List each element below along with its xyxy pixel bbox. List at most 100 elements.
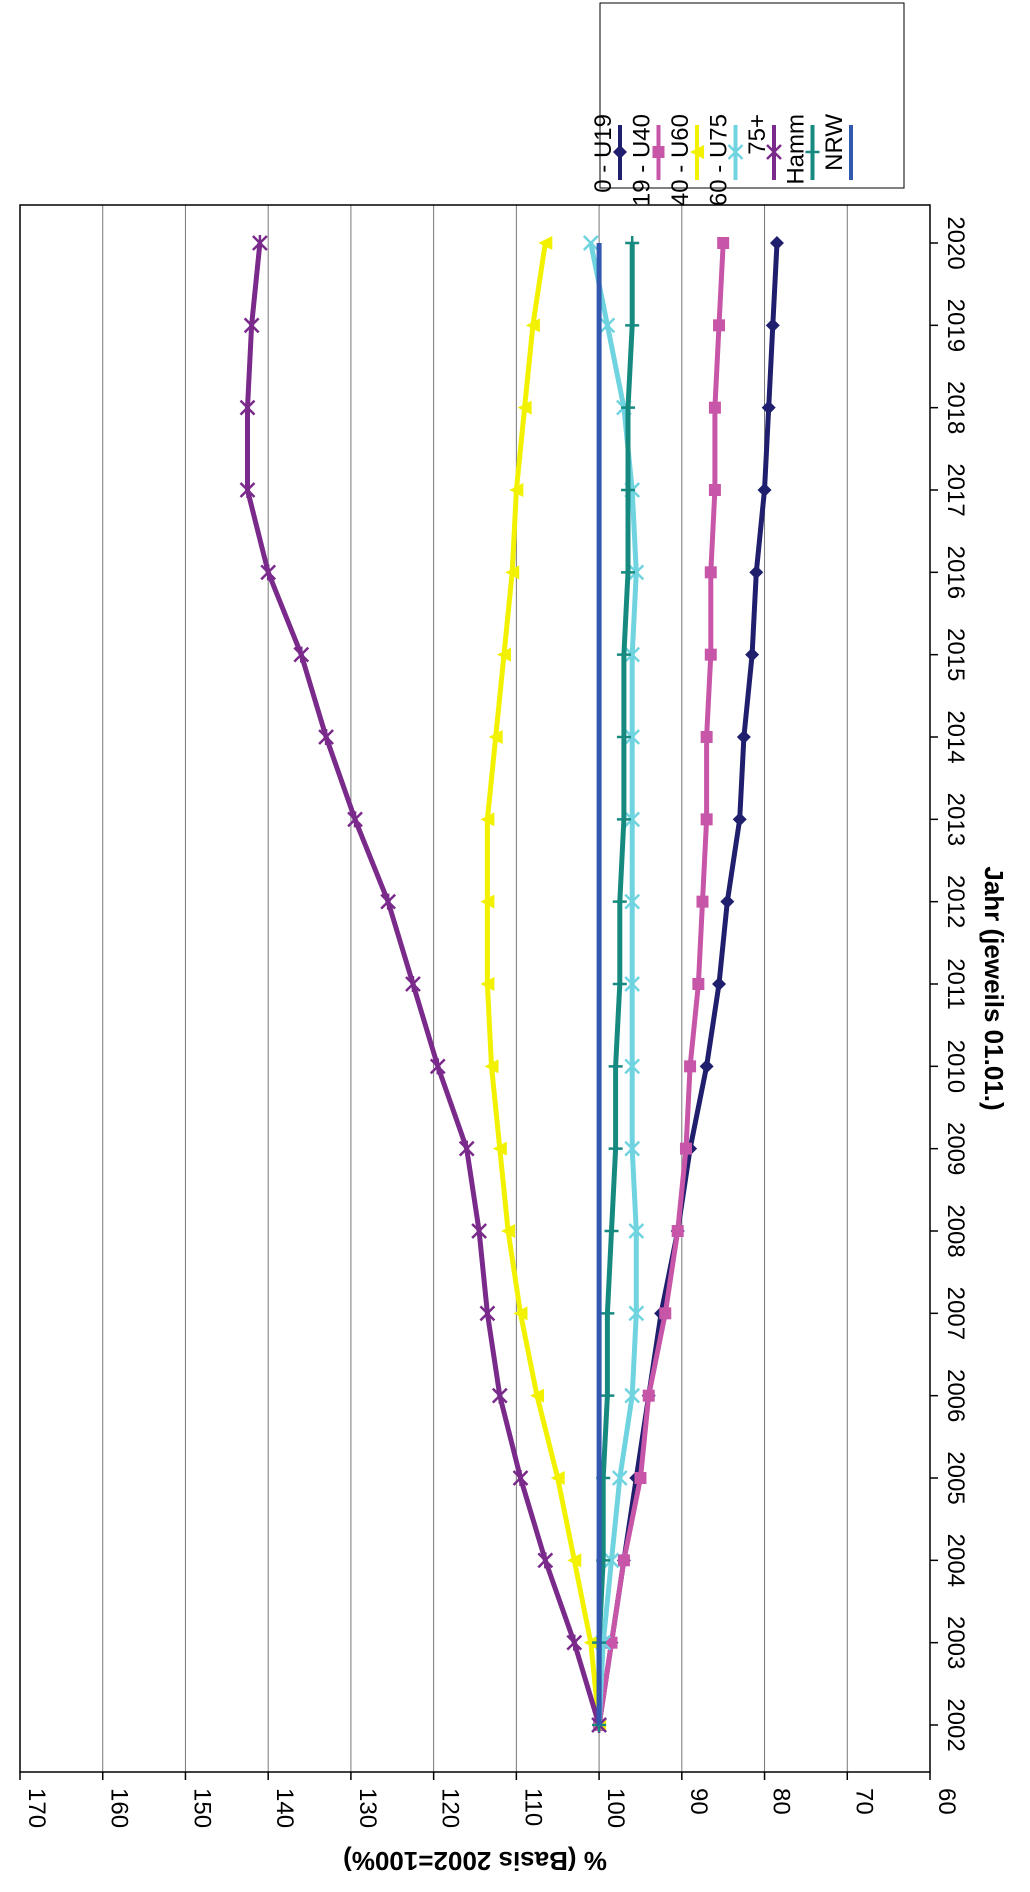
data-point (612, 894, 627, 909)
data-point (488, 730, 503, 744)
value-tick-label: 60 (933, 1788, 960, 1815)
data-point (582, 235, 599, 251)
legend-label: 60 - U75 (706, 114, 733, 206)
data-point (624, 646, 641, 663)
data-point (700, 813, 713, 826)
series-2 (480, 236, 607, 1732)
data-point (604, 1224, 619, 1238)
data-point (708, 484, 721, 496)
value-tick-label: 120 (437, 1788, 464, 1828)
data-point (749, 565, 764, 580)
value-tick-label: 170 (23, 1788, 50, 1828)
legend: 0 - U19 19 - U40 40 - U60 60 - U75 75+ Hamm NR… (590, 2, 905, 206)
value-tick-label: 160 (106, 1788, 133, 1828)
legend-label: 75+ (744, 114, 771, 155)
data-point (605, 1636, 618, 1649)
data-point (517, 400, 532, 415)
data-point (659, 1307, 672, 1320)
year-tick-label: 2018 (942, 381, 969, 434)
series-line (245, 242, 602, 1726)
data-point (634, 1472, 647, 1484)
legend-swatch-marker (766, 144, 782, 160)
data-point (479, 1305, 496, 1322)
value-axis-ticks: 170 160 150 140 130 120 110 100 90 80 70 60 (19, 1772, 960, 1828)
value-tick-label: 150 (188, 1788, 215, 1828)
data-point (624, 893, 641, 910)
value-tick-label: 110 (519, 1788, 546, 1826)
data-point (699, 1059, 714, 1074)
legend-label: NRW (821, 114, 848, 171)
data-point (704, 566, 717, 579)
year-tick-label: 2003 (942, 1616, 969, 1669)
data-point (684, 1060, 697, 1073)
data-point (239, 399, 256, 416)
data-point (628, 564, 645, 581)
legend-item: 75+ (744, 114, 782, 180)
data-point (380, 893, 397, 910)
data-point (537, 1552, 554, 1569)
legend-swatch-marker (613, 145, 627, 159)
data-point (624, 1058, 641, 1075)
data-point (599, 317, 616, 334)
data-point (611, 1470, 628, 1486)
data-point (347, 811, 363, 828)
year-tick-label: 2011 (942, 958, 969, 1010)
series-line (484, 242, 602, 1726)
data-point (480, 894, 495, 909)
data-point (700, 731, 713, 743)
data-point (600, 1306, 615, 1321)
year-tick-label: 2014 (942, 710, 969, 763)
legend-item: 19 - U40 (629, 114, 665, 206)
legend-item: 60 - U75 (706, 114, 744, 206)
data-point (491, 1387, 508, 1404)
data-point (509, 483, 524, 497)
legend-item: 40 - U60 (667, 114, 704, 206)
data-point (496, 647, 511, 662)
year-tick-label: 2015 (942, 628, 969, 681)
data-point (616, 730, 631, 744)
value-tick-label: 130 (354, 1788, 381, 1828)
value-tick-label: 90 (685, 1788, 712, 1815)
year-tick-label: 2010 (942, 1040, 969, 1093)
data-point (625, 318, 640, 333)
data-point (624, 976, 641, 992)
series-4 (239, 235, 607, 1733)
data-point (616, 647, 631, 662)
data-point (293, 646, 310, 663)
year-tick-label: 2006 (942, 1369, 969, 1422)
legend-item: NRW (821, 114, 853, 180)
data-point (679, 1142, 692, 1155)
data-point (624, 1387, 641, 1404)
legend-swatch-marker (805, 145, 820, 159)
data-point (501, 1224, 516, 1238)
data-point (757, 483, 772, 497)
grid-lines (19, 205, 931, 1772)
data-point (480, 812, 495, 827)
legend-label: 40 - U60 (667, 114, 694, 206)
data-point (608, 1059, 623, 1074)
data-point (642, 1389, 655, 1402)
data-point (736, 730, 751, 744)
year-tick-label: 2005 (942, 1451, 969, 1504)
data-point (252, 235, 268, 251)
data-point (712, 977, 727, 991)
legend-swatch-marker (690, 145, 704, 159)
year-tick-label: 2016 (942, 546, 969, 599)
data-point (765, 318, 780, 333)
year-tick-label: 2013 (942, 793, 969, 846)
data-point (405, 976, 421, 992)
data-point (717, 237, 730, 249)
data-point (704, 648, 717, 661)
year-tick-label: 2009 (942, 1122, 969, 1175)
data-point (628, 1305, 645, 1322)
data-point (480, 977, 495, 991)
data-point (769, 236, 784, 250)
data-point (621, 483, 636, 497)
data-point (583, 1635, 598, 1650)
data-point (624, 1140, 641, 1157)
year-tick-label: 2017 (942, 463, 969, 516)
data-point (621, 400, 636, 415)
legend-label: 0 - U19 (590, 114, 617, 193)
data-point (761, 400, 776, 415)
value-tick-label: 70 (850, 1788, 877, 1815)
